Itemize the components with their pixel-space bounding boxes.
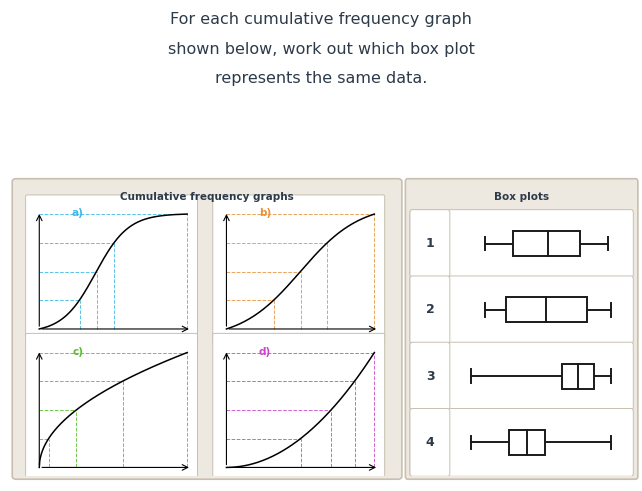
FancyBboxPatch shape — [410, 276, 633, 344]
Text: d): d) — [259, 347, 271, 356]
Text: Box plots: Box plots — [494, 192, 549, 202]
FancyBboxPatch shape — [410, 342, 633, 410]
FancyBboxPatch shape — [410, 409, 450, 476]
Text: a): a) — [72, 208, 84, 218]
FancyBboxPatch shape — [12, 179, 402, 479]
Text: 2: 2 — [426, 303, 435, 316]
FancyBboxPatch shape — [213, 195, 385, 345]
Bar — [562, 363, 594, 389]
Text: For each cumulative frequency graph: For each cumulative frequency graph — [170, 12, 472, 27]
FancyBboxPatch shape — [410, 210, 450, 277]
FancyBboxPatch shape — [405, 179, 638, 479]
Bar — [509, 430, 544, 455]
Bar — [513, 231, 580, 256]
Text: 1: 1 — [426, 237, 435, 250]
FancyBboxPatch shape — [410, 276, 450, 344]
FancyBboxPatch shape — [26, 333, 198, 484]
Text: b): b) — [259, 208, 271, 218]
Text: Cumulative frequency graphs: Cumulative frequency graphs — [120, 192, 294, 202]
FancyBboxPatch shape — [410, 409, 633, 476]
FancyBboxPatch shape — [410, 342, 450, 410]
Text: represents the same data.: represents the same data. — [215, 71, 427, 86]
Text: 3: 3 — [426, 370, 435, 382]
FancyBboxPatch shape — [410, 210, 633, 277]
Bar — [506, 298, 587, 323]
Text: shown below, work out which box plot: shown below, work out which box plot — [168, 42, 474, 57]
FancyBboxPatch shape — [213, 333, 385, 484]
Text: 4: 4 — [426, 436, 435, 449]
FancyBboxPatch shape — [26, 195, 198, 345]
Text: c): c) — [73, 347, 83, 356]
